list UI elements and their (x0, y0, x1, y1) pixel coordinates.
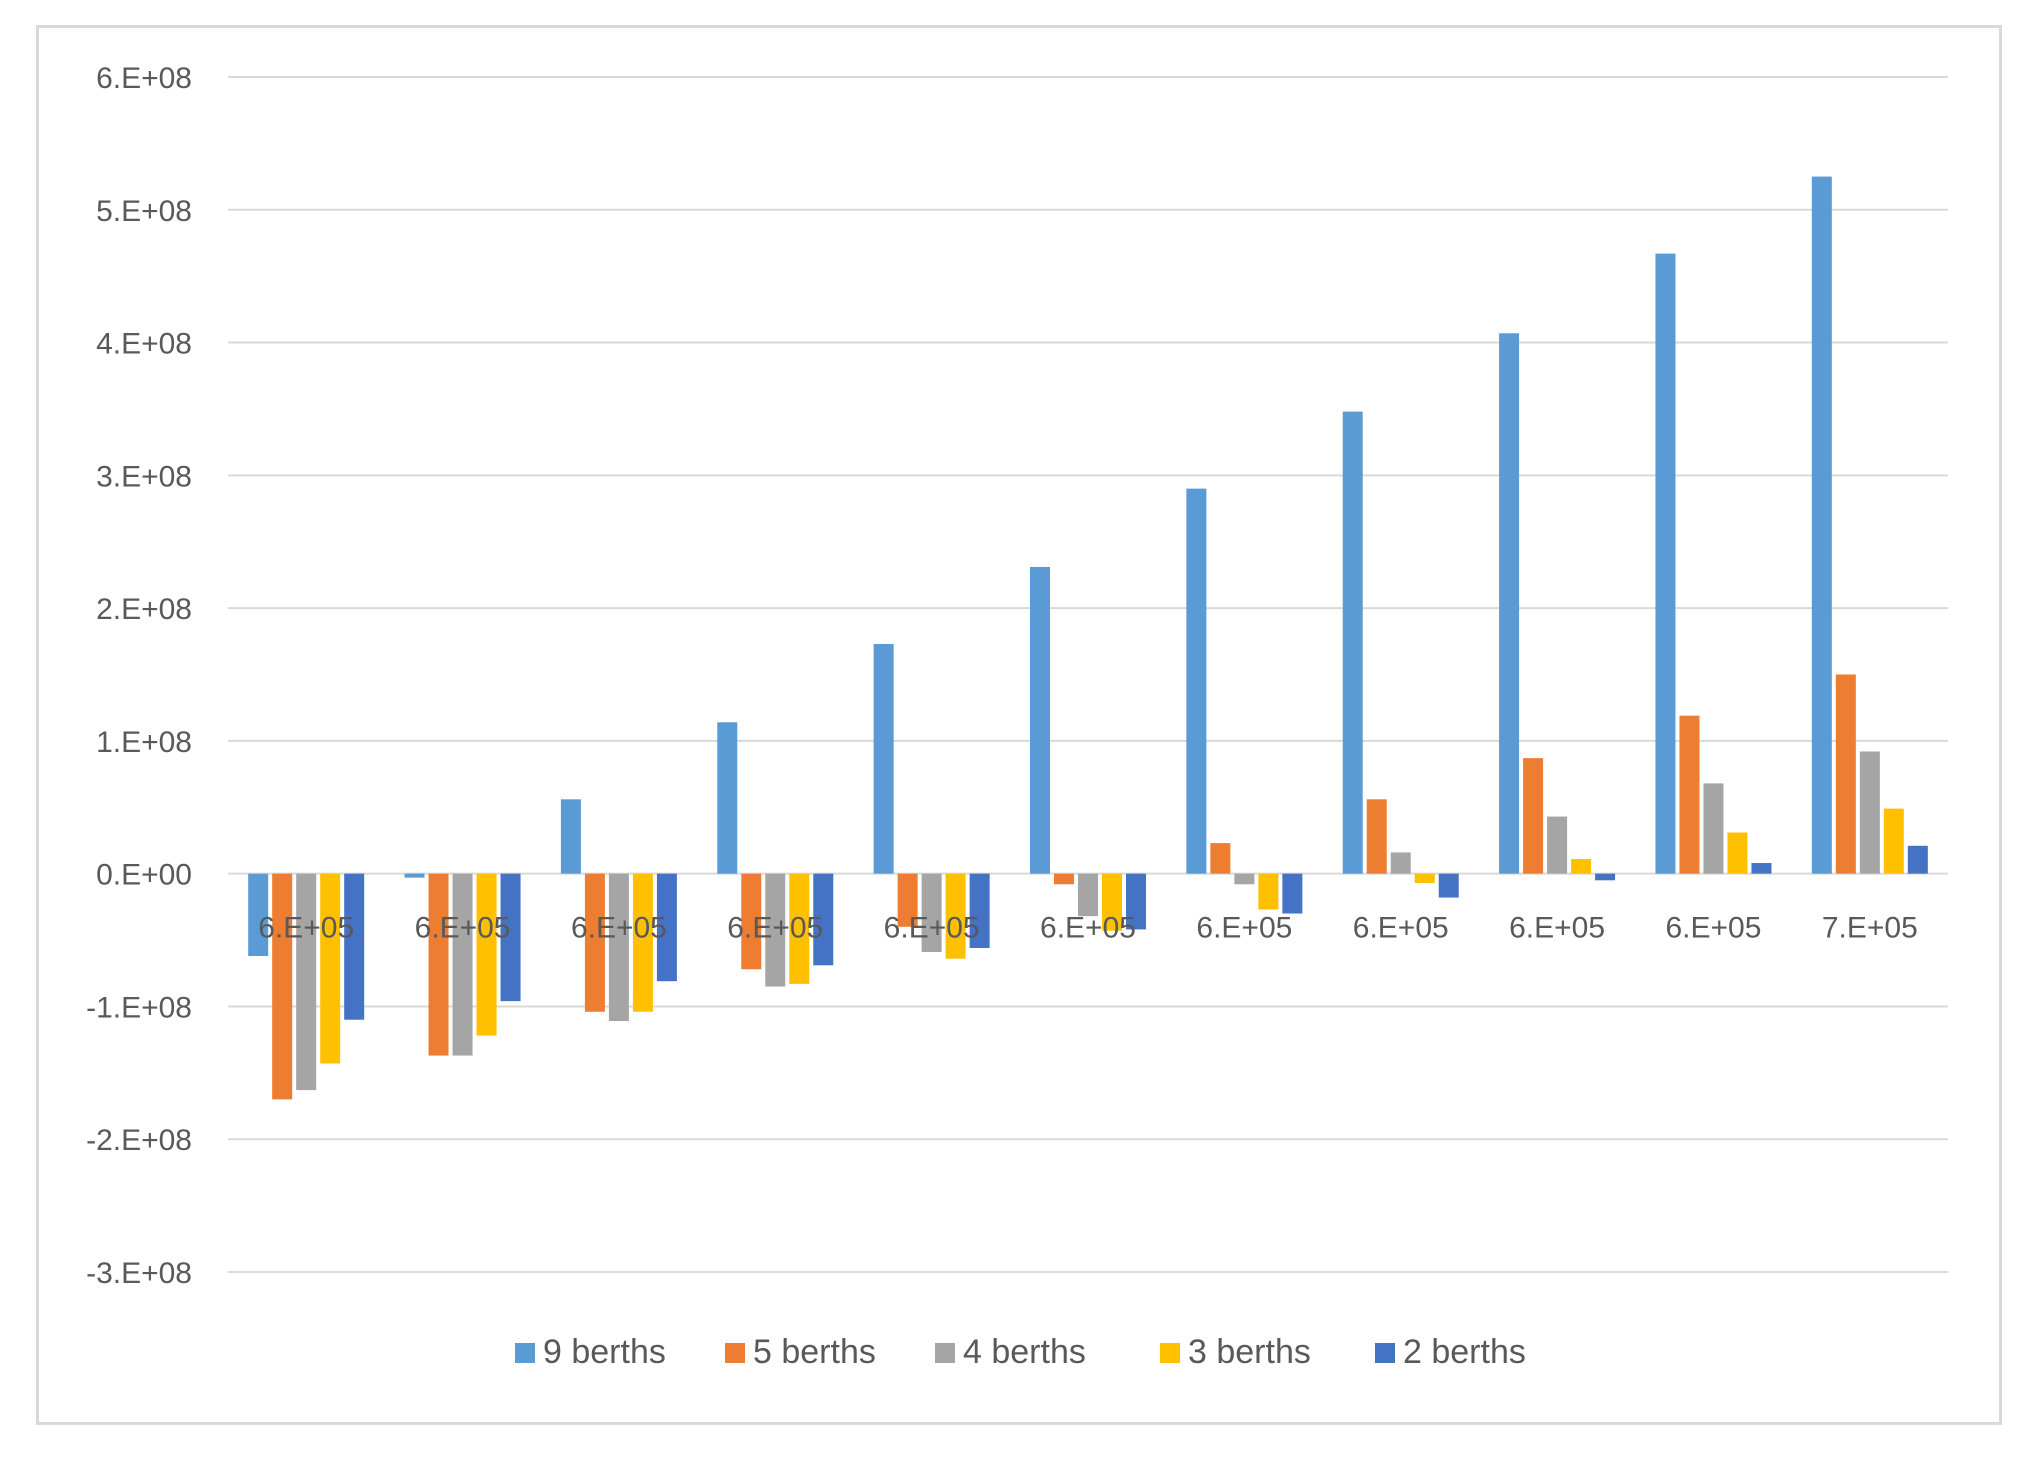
bar-3-berths-7 (1414, 873, 1435, 883)
y-tick-label: 2.E+08 (96, 593, 192, 626)
bar-4-berths-8 (1547, 816, 1568, 874)
y-tick-label: 0.E+00 (96, 859, 192, 892)
x-tick-label: 6.E+05 (884, 912, 980, 945)
bar-4-berths-9 (1703, 783, 1724, 874)
x-tick-label: 6.E+05 (571, 912, 667, 945)
bars (248, 176, 1928, 1100)
legend-item: 4 berths (935, 1333, 1086, 1371)
y-tick-label: 5.E+08 (96, 195, 192, 228)
x-tick-label: 6.E+05 (1509, 912, 1605, 945)
bar-4-berths-6 (1234, 873, 1255, 885)
bar-4-berths-4 (921, 873, 942, 953)
legend-label: 4 berths (963, 1333, 1086, 1371)
y-tick-label: 1.E+08 (96, 726, 192, 759)
legend-item: 9 berths (515, 1333, 666, 1371)
y-tick-label: -1.E+08 (86, 991, 192, 1024)
bar-2-berths-4 (969, 873, 990, 949)
x-tick-label: 7.E+05 (1822, 912, 1918, 945)
bar-5-berths-1 (428, 873, 449, 1056)
x-tick-label: 6.E+05 (1353, 912, 1449, 945)
y-axis: 6.E+08 5.E+08 4.E+08 3.E+08 2.E+08 1.E+08 0.E+… (86, 62, 192, 1290)
bar-5-berths-0 (272, 873, 293, 1100)
bar-3-berths-1 (476, 873, 497, 1036)
bar-3-berths-6 (1258, 873, 1279, 910)
legend-item: 3 berths (1160, 1333, 1311, 1371)
bar-4-berths-1 (452, 873, 473, 1056)
bar-5-berths-6 (1210, 843, 1231, 874)
legend-item: 2 berths (1375, 1333, 1526, 1371)
legend-label: 5 berths (753, 1333, 876, 1371)
bar-9-berths-10 (1811, 176, 1832, 874)
legend-label: 2 berths (1403, 1333, 1526, 1371)
bar-4-berths-2 (608, 873, 629, 1022)
x-tick-label: 6.E+05 (415, 912, 511, 945)
bar-4-berths-7 (1390, 852, 1411, 874)
legend-swatch (1375, 1343, 1395, 1363)
bar-5-berths-2 (584, 873, 605, 1012)
bar-5-berths-3 (741, 873, 762, 970)
bar-2-berths-8 (1595, 873, 1616, 881)
bar-9-berths-1 (404, 873, 425, 878)
bar-3-berths-9 (1727, 832, 1748, 874)
y-tick-label: -3.E+08 (86, 1257, 192, 1290)
bar-5-berths-5 (1054, 873, 1074, 885)
bar-9-berths-4 (873, 643, 894, 874)
bar-3-berths-8 (1571, 859, 1592, 874)
x-tick-label: 6.E+05 (1665, 912, 1761, 945)
bar-5-berths-10 (1835, 674, 1856, 874)
bar-3-berths-2 (632, 873, 653, 1012)
bar-9-berths-8 (1499, 333, 1520, 874)
bar-5-berths-7 (1366, 799, 1387, 874)
y-tick-label: 6.E+08 (96, 62, 192, 95)
x-tick-label: 6.E+05 (258, 912, 354, 945)
bar-2-berths-5 (1126, 873, 1146, 930)
legend-label: 9 berths (543, 1333, 666, 1371)
legend-swatch (725, 1343, 745, 1363)
bar-9-berths-5 (1030, 566, 1050, 874)
bar-3-berths-4 (945, 873, 966, 959)
bar-2-berths-1 (500, 873, 521, 1002)
y-tick-label: -2.E+08 (86, 1124, 192, 1157)
x-tick-label: 6.E+05 (1196, 912, 1292, 945)
bar-2-berths-3 (813, 873, 834, 966)
bar-3-berths-10 (1883, 808, 1904, 874)
y-tick-label: 4.E+08 (96, 328, 192, 361)
bar-5-berths-8 (1523, 758, 1544, 874)
y-tick-label: 3.E+08 (96, 460, 192, 493)
bar-2-berths-0 (344, 873, 365, 1020)
bar-4-berths-10 (1859, 751, 1880, 874)
bar-4-berths-5 (1078, 873, 1098, 917)
bar-9-berths-7 (1342, 411, 1363, 874)
bar-4-berths-0 (296, 873, 317, 1091)
bar-4-berths-3 (765, 873, 786, 987)
legend-swatch (515, 1343, 535, 1363)
bar-2-berths-10 (1907, 845, 1928, 874)
legend-label: 3 berths (1188, 1333, 1311, 1371)
legend-swatch (935, 1343, 955, 1363)
bar-9-berths-9 (1655, 253, 1676, 874)
bar-2-berths-7 (1438, 873, 1459, 898)
bar-2-berths-2 (656, 873, 677, 982)
bar-3-berths-3 (789, 873, 810, 984)
bar-3-berths-5 (1102, 873, 1122, 931)
bar-5-berths-9 (1679, 715, 1700, 874)
bar-2-berths-6 (1282, 873, 1303, 914)
x-tick-label: 6.E+05 (727, 912, 823, 945)
bar-9-berths-3 (717, 722, 738, 874)
bar-2-berths-9 (1751, 863, 1772, 874)
x-axis: 6.E+05 6.E+05 6.E+05 6.E+05 6.E+05 6.E+05 6.E+… (258, 912, 1918, 945)
bar-9-berths-2 (560, 799, 581, 874)
legend-item: 5 berths (725, 1333, 876, 1371)
x-tick-label: 6.E+05 (1040, 912, 1136, 945)
bar-9-berths-0 (248, 873, 269, 956)
legend-swatch (1160, 1343, 1180, 1363)
gridlines (228, 76, 1948, 1273)
bar-3-berths-0 (320, 873, 341, 1064)
bar-9-berths-6 (1186, 488, 1207, 874)
bar-5-berths-4 (897, 873, 918, 927)
legend: 9 berths 5 berths 4 berths 3 berths 2 berths (515, 1333, 1526, 1371)
